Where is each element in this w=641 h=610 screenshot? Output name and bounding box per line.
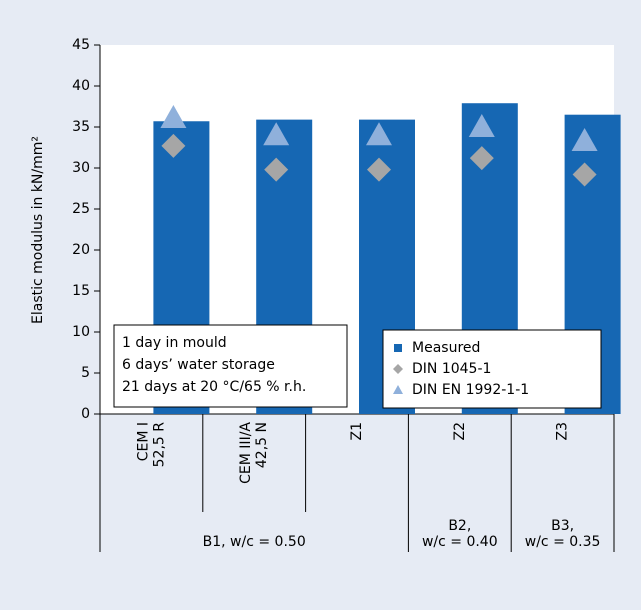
triangle-marker: [263, 122, 290, 146]
legend-symbol: [393, 385, 403, 394]
group-label: B3,: [551, 518, 574, 534]
y-tick-label: 40: [72, 78, 90, 94]
y-axis-label: Elastic modulus in kN/mm²: [30, 136, 46, 324]
y-tick-label: 15: [72, 283, 90, 299]
annotation-text: 21 days at 20 °C/65 % r.h.: [122, 379, 306, 395]
y-tick-label: 10: [72, 324, 90, 340]
x-tick-label: 52,5 R: [151, 422, 167, 468]
y-tick-label: 25: [72, 201, 90, 217]
diamond-marker: [469, 146, 494, 171]
legend-label: DIN EN 1992-1-1: [412, 382, 529, 398]
legend-label: DIN 1045-1: [412, 361, 491, 377]
group-label: B2,: [448, 518, 471, 534]
y-tick-label: 20: [72, 242, 90, 258]
y-tick-label: 35: [72, 119, 90, 135]
diamond-marker: [161, 133, 186, 158]
x-tick-label: Z3: [555, 422, 571, 441]
x-tick-label: Z1: [349, 422, 365, 441]
diamond-marker: [367, 157, 391, 182]
triangle-marker: [366, 122, 392, 146]
legend-label: Measured: [412, 340, 480, 356]
legend-symbol: [393, 364, 403, 374]
x-tick-label: CEM III/A: [238, 422, 254, 484]
y-tick-label: 45: [72, 37, 90, 53]
triangle-marker: [571, 127, 598, 151]
y-tick-label: 0: [81, 406, 90, 422]
annotation-box: [113, 324, 348, 408]
y-tick-label: 30: [72, 160, 90, 176]
triangle-marker: [160, 104, 187, 128]
legend-symbol: [394, 344, 402, 352]
diamond-marker: [572, 162, 597, 187]
group-label: w/c = 0.40: [422, 534, 498, 550]
x-tick-label: Z2: [452, 422, 468, 441]
y-tick-label: 5: [81, 365, 90, 381]
legend-box: [382, 329, 602, 409]
diamond-marker: [264, 157, 289, 182]
x-tick-label: CEM I: [135, 422, 151, 461]
triangle-marker: [468, 114, 495, 137]
annotation-text: 6 days’ water storage: [122, 357, 275, 373]
x-tick-label: 42,5 N: [254, 422, 270, 468]
group-label: w/c = 0.35: [525, 534, 601, 550]
annotation-text: 1 day in mould: [122, 335, 227, 351]
group-label: B1, w/c = 0.50: [203, 534, 306, 550]
